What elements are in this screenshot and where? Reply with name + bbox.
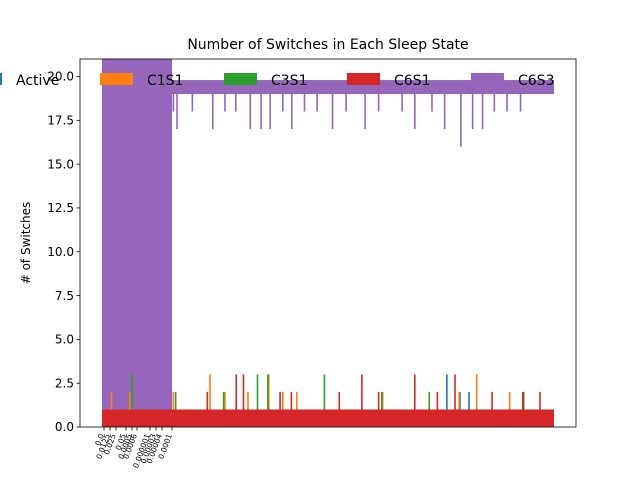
series-c6s3-band (102, 80, 554, 95)
y-tick-label: 17.5 (47, 114, 74, 128)
legend-item-c1s1: C1S1 (100, 73, 183, 89)
chart-title: Number of Switches in Each Sleep State (187, 37, 468, 53)
y-tick-label: 7.5 (55, 289, 74, 303)
legend-swatch-c1s1 (100, 73, 133, 85)
series-c6s1-band (102, 409, 554, 427)
axes-frame (79, 58, 577, 428)
legend-label-c6s1: C6S1 (394, 73, 430, 89)
y-axis-label: # of Switches (19, 202, 33, 285)
legend-label-c1s1: C1S1 (147, 73, 183, 89)
series-c6s3-saturated-block (102, 59, 173, 427)
plot-area (102, 59, 554, 427)
legend-swatch-c3s1 (224, 73, 257, 85)
legend-label-c3s1: C3S1 (271, 73, 307, 89)
legend-swatch-active (0, 73, 2, 85)
legend-swatch-c6s1 (347, 73, 380, 85)
legend-label-c6s3: C6S3 (518, 73, 554, 89)
legend-item-c6s1: C6S1 (347, 73, 430, 89)
y-tick-label: 10.0 (47, 245, 74, 259)
legend-item-active: Active (0, 73, 59, 89)
x-tick-label: 0.0 (93, 432, 106, 447)
y-tick-label: 0.0 (55, 420, 74, 434)
legend-item-c6s3: C6S3 (471, 73, 554, 89)
legend: Active C1S1 C3S1 C6S1 C6S3 (0, 73, 554, 89)
y-tick-label: 2.5 (55, 376, 74, 390)
legend-swatch-c6s3 (471, 73, 504, 85)
y-tick-label: 15.0 (47, 157, 74, 171)
legend-item-c3s1: C3S1 (224, 73, 307, 89)
legend-label-active: Active (16, 73, 59, 89)
series-c6s1 (102, 374, 554, 427)
y-tick-label: 5.0 (55, 333, 74, 347)
y-tick-label: 12.5 (47, 201, 74, 215)
y-tick-label: 20.0 (47, 70, 74, 84)
axes: 0.02.55.07.510.012.515.017.520.00.00.012… (47, 58, 577, 469)
series-c6s3 (102, 59, 554, 427)
